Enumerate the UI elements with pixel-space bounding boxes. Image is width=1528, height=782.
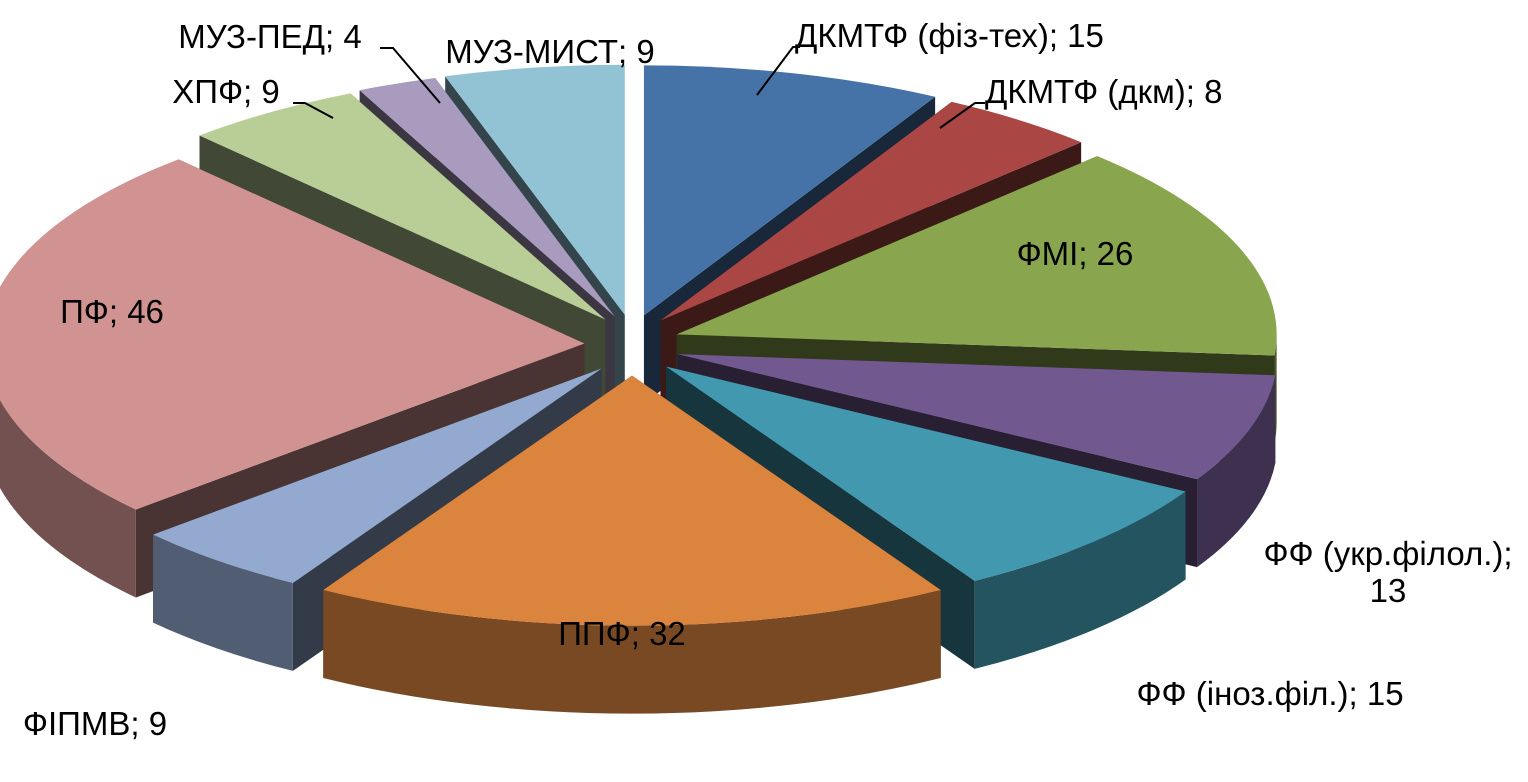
data-label-4: ФФ (іноз.філ.); 15 xyxy=(1136,675,1403,712)
slice-7 xyxy=(0,159,585,510)
data-label-8: ХПФ; 9 xyxy=(172,73,280,110)
data-label-3: ФФ (укр.філол.); xyxy=(1263,535,1512,572)
leader-lines xyxy=(293,46,985,129)
data-label-0: ДКМТФ (фіз-тех); 15 xyxy=(795,17,1104,54)
slice-9 xyxy=(359,77,615,317)
data-label-2: ФМІ; 26 xyxy=(1017,235,1134,272)
slice-4 xyxy=(665,366,1186,581)
data-labels: ДКМТФ (фіз-тех); 15 ДКМТФ (дкм); 8 ФМІ; 26… xyxy=(23,17,1513,742)
data-label-1: ДКМТФ (дкм); 8 xyxy=(985,73,1222,110)
data-label-10: МУЗ-МИСТ; 9 xyxy=(445,33,654,70)
data-label-7: ПФ; 46 xyxy=(60,293,164,330)
slice-2 xyxy=(676,156,1277,356)
data-label-5: ППФ; 32 xyxy=(558,615,686,652)
slice-3 xyxy=(677,354,1276,480)
leader-line-0 xyxy=(756,46,800,96)
slice-8 xyxy=(199,93,606,320)
data-label-6: ФІПМВ; 9 xyxy=(23,705,167,742)
data-label-9: МУЗ-ПЕД; 4 xyxy=(178,18,361,55)
slice-0 xyxy=(643,65,936,316)
leader-line-9 xyxy=(380,47,441,104)
data-label-3-value: 13 xyxy=(1370,572,1407,609)
leader-line-1 xyxy=(939,102,985,129)
slice-6 xyxy=(153,368,602,583)
slice-5 xyxy=(323,375,941,626)
slice-10 xyxy=(445,64,625,315)
slice-tops xyxy=(0,64,1277,626)
slice-1 xyxy=(660,101,1082,321)
leader-line-8 xyxy=(293,102,334,119)
